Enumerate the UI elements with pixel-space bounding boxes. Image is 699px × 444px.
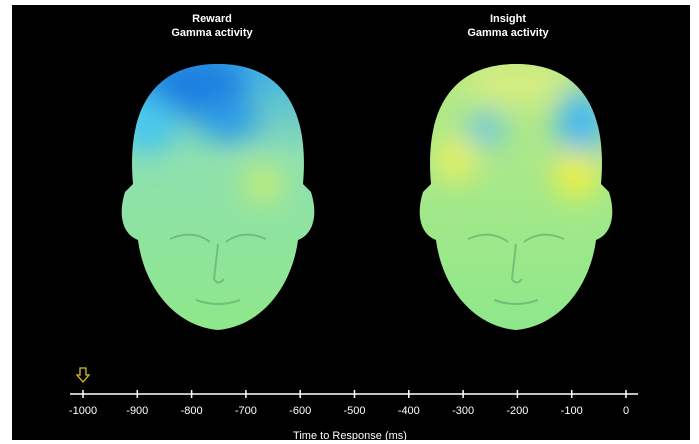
tick-label: -800	[181, 405, 203, 417]
tick-label: -900	[126, 405, 148, 417]
tick-label: -500	[343, 405, 365, 417]
panel-title: Reward	[192, 13, 232, 25]
tick-label: 0	[623, 405, 629, 417]
panel-subtitle: Gamma activity	[171, 27, 253, 39]
tick-label: -1000	[69, 405, 97, 417]
tick-label: -700	[235, 405, 257, 417]
tick-label: -100	[561, 405, 583, 417]
tick-label: -600	[289, 405, 311, 417]
axis-label: Time to Response (ms)	[293, 430, 407, 442]
tick-label: -300	[452, 405, 474, 417]
tick-label: -200	[506, 405, 528, 417]
panel-subtitle: Gamma activity	[467, 27, 549, 39]
screen: Reward Gamma activity Insight Gamma acti…	[0, 0, 699, 444]
panel-title: Insight	[490, 13, 526, 25]
tick-label: -400	[398, 405, 420, 417]
